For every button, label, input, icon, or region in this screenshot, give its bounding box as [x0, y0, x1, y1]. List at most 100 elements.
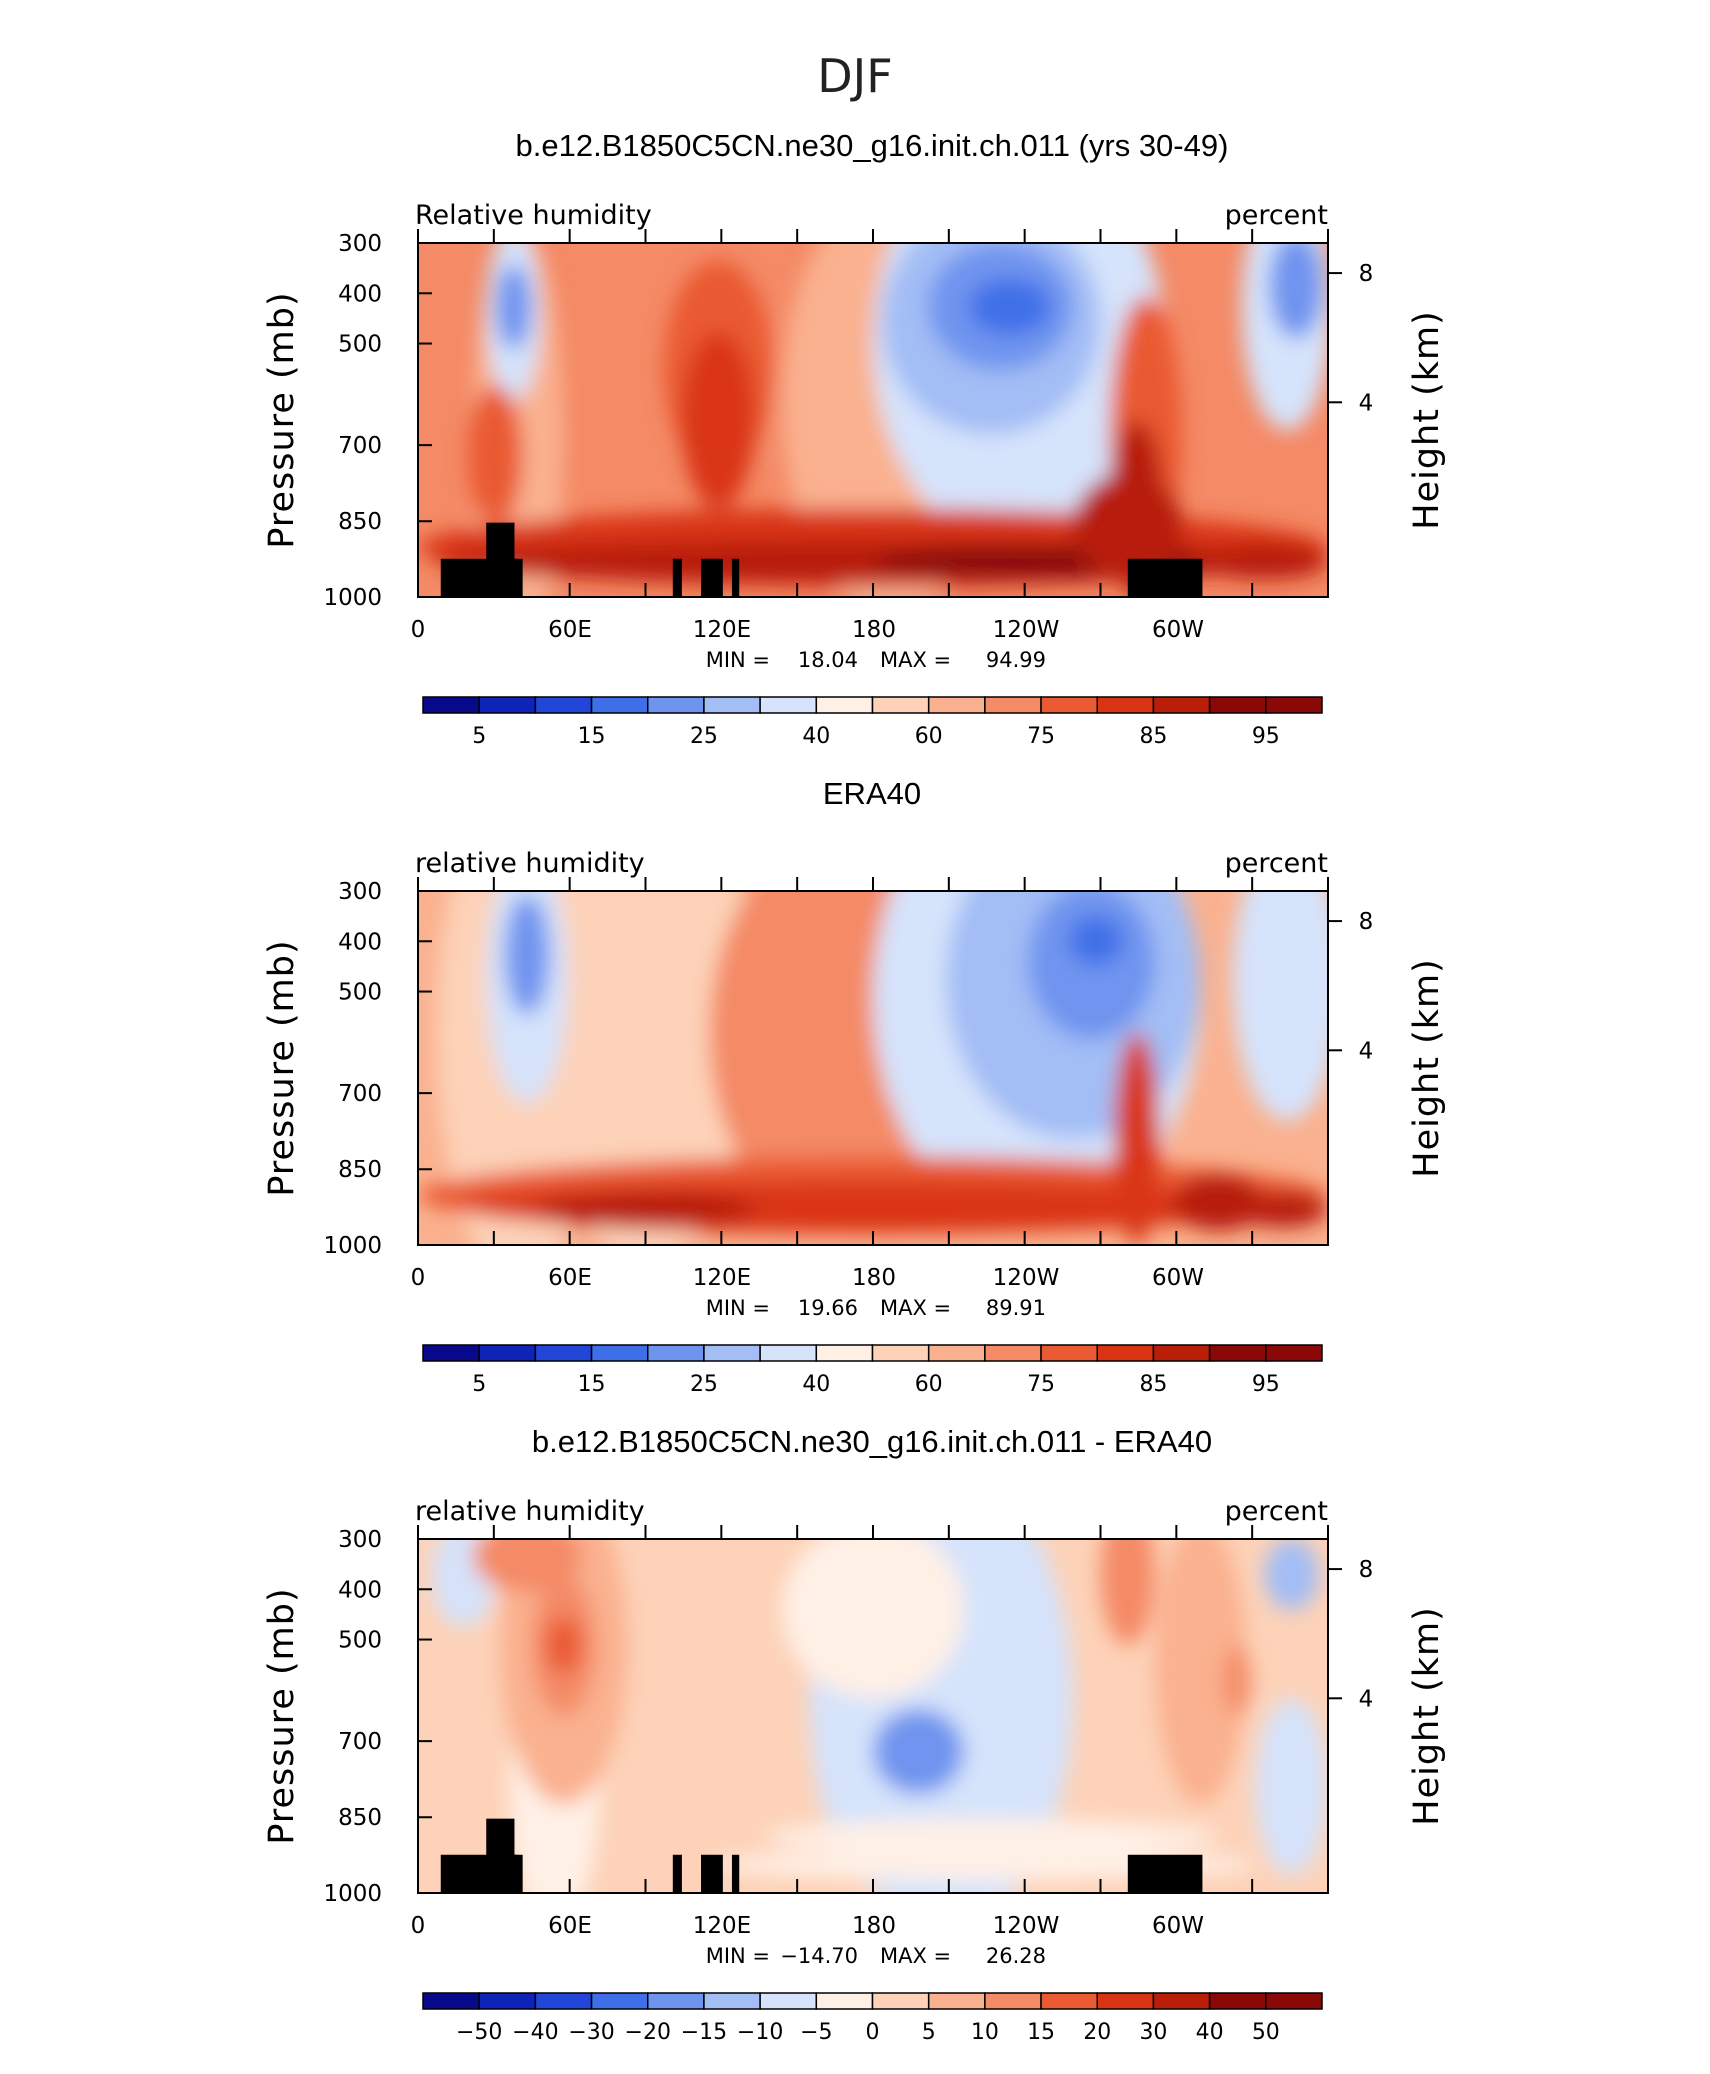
contour-region: [504, 894, 550, 1015]
colorbar-label: 50: [1252, 2020, 1280, 2045]
y2-tick-label: 8: [1359, 1557, 1374, 1583]
y-tick-label: 400: [338, 929, 382, 955]
topography-block: [511, 1854, 523, 1893]
colorbar-box: [927, 1992, 986, 2010]
colorbar-label: 5: [472, 1372, 486, 1397]
colorbar-label: −15: [681, 2020, 727, 2045]
colorbar-label: 25: [690, 724, 718, 749]
min-label: MIN =: [706, 1944, 770, 1968]
y-tick-label: 850: [338, 509, 382, 535]
contour-region: [1100, 1539, 1156, 1646]
contour-region: [782, 1539, 964, 1699]
x-tick-label: 120E: [693, 1265, 751, 1291]
contour-region: [1232, 891, 1328, 1122]
colorbar-box: [1152, 1992, 1211, 2010]
contour-region: [681, 331, 755, 509]
panel-3: b.e12.B1850C5CN.ne30_g16.init.ch.011 - E…: [262, 1424, 1447, 2045]
y-tick-label: 300: [338, 879, 382, 905]
field-layers: [418, 891, 1328, 1245]
colorbar-box: [759, 1344, 818, 1362]
contour-region: [545, 1616, 582, 1674]
y-tick-label: 400: [338, 281, 382, 307]
y-tick-label: 400: [338, 1577, 382, 1603]
colorbar-box: [590, 696, 649, 714]
contour-region: [1255, 1698, 1328, 1876]
colorbar-box: [815, 1992, 874, 2010]
contour-region: [468, 384, 523, 527]
contour-region: [1073, 473, 1183, 580]
contour-region: [709, 1848, 1256, 1881]
contour-region: [1223, 1645, 1251, 1716]
y-tick-label: 1000: [323, 585, 382, 611]
y2-tick-label: 8: [1359, 909, 1374, 935]
left-string: relative humidity: [415, 1496, 645, 1527]
panel-2: ERA40 relative humidity percent 0 60E 120E 180…: [262, 776, 1447, 1397]
min-value: 18.04: [798, 648, 858, 672]
topography-block: [486, 522, 515, 597]
y-tick-label: 700: [338, 433, 382, 459]
field-layers: [431, 1539, 1328, 1893]
y-tick-label: 500: [338, 332, 382, 358]
colorbar-box: [1040, 1992, 1098, 2010]
colorbar-box: [1096, 1344, 1155, 1362]
contour-region: [763, 1818, 1219, 1855]
colorbar-label: 0: [866, 2020, 880, 2045]
left-string: relative humidity: [415, 848, 645, 879]
colorbar-box: [759, 696, 818, 714]
min-label: MIN =: [706, 1296, 770, 1320]
max-label: MAX =: [880, 648, 951, 672]
topography-block: [672, 1854, 682, 1893]
topography-block: [701, 558, 723, 597]
colorbar-box: [422, 1344, 480, 1362]
colorbar-label: 15: [578, 1372, 606, 1397]
colorbar-label: 75: [1027, 1372, 1055, 1397]
min-label: MIN =: [706, 648, 770, 672]
colorbar-label: 30: [1139, 2020, 1167, 2045]
x-tick-label: 0: [411, 1265, 426, 1291]
colorbar-box: [647, 1992, 705, 2010]
colorbar-label: 40: [802, 1372, 830, 1397]
y2-axis-label: Height (km): [1407, 310, 1447, 530]
x-tick-label: 60W: [1152, 1265, 1204, 1291]
colorbar-box: [1265, 1344, 1323, 1362]
colorbar-box: [478, 1992, 537, 2010]
x-tick-label: 120E: [693, 1913, 751, 1939]
y-tick-label: 300: [338, 1527, 382, 1553]
contour-region: [1264, 1539, 1319, 1610]
y2-tick-label: 4: [1359, 390, 1374, 416]
panel-title: ERA40: [823, 776, 921, 811]
contour-region: [1268, 243, 1324, 339]
figure-title: DJF: [817, 49, 892, 103]
field-layers: [418, 243, 1328, 597]
colorbar-box: [647, 696, 705, 714]
colorbar-box: [478, 696, 537, 714]
colorbar-box: [871, 696, 930, 714]
colorbar-label: 40: [1196, 2020, 1224, 2045]
colorbar-label: 15: [1027, 2020, 1055, 2045]
y-tick-label: 850: [338, 1805, 382, 1831]
colorbar-label: −20: [625, 2020, 671, 2045]
x-tick-label: 60E: [548, 617, 592, 643]
colorbar-box: [422, 1992, 480, 2010]
colorbar-box: [1208, 696, 1267, 714]
right-string: percent: [1225, 848, 1328, 879]
x-tick-label: 0: [411, 1913, 426, 1939]
x-tick-label: 60W: [1152, 617, 1204, 643]
colorbar-label: −10: [737, 2020, 783, 2045]
colorbar-box: [759, 1992, 818, 2010]
y-tick-label: 700: [338, 1729, 382, 1755]
x-tick-label: 120W: [993, 1265, 1060, 1291]
colorbar-box: [984, 696, 1042, 714]
topography-block: [511, 558, 523, 597]
contour-field: [418, 891, 1328, 1245]
colorbar-box: [1152, 696, 1211, 714]
colorbar-label: 15: [578, 724, 606, 749]
colorbar-box: [1208, 1992, 1267, 2010]
colorbar-label: −50: [456, 2020, 502, 2045]
colorbar-label: 10: [971, 2020, 999, 2045]
colorbar-label: 95: [1252, 1372, 1280, 1397]
x-tick-label: 60W: [1152, 1913, 1204, 1939]
panel-title: b.e12.B1850C5CN.ne30_g16.init.ch.011 - E…: [532, 1424, 1212, 1459]
x-tick-label: 120W: [993, 1913, 1060, 1939]
